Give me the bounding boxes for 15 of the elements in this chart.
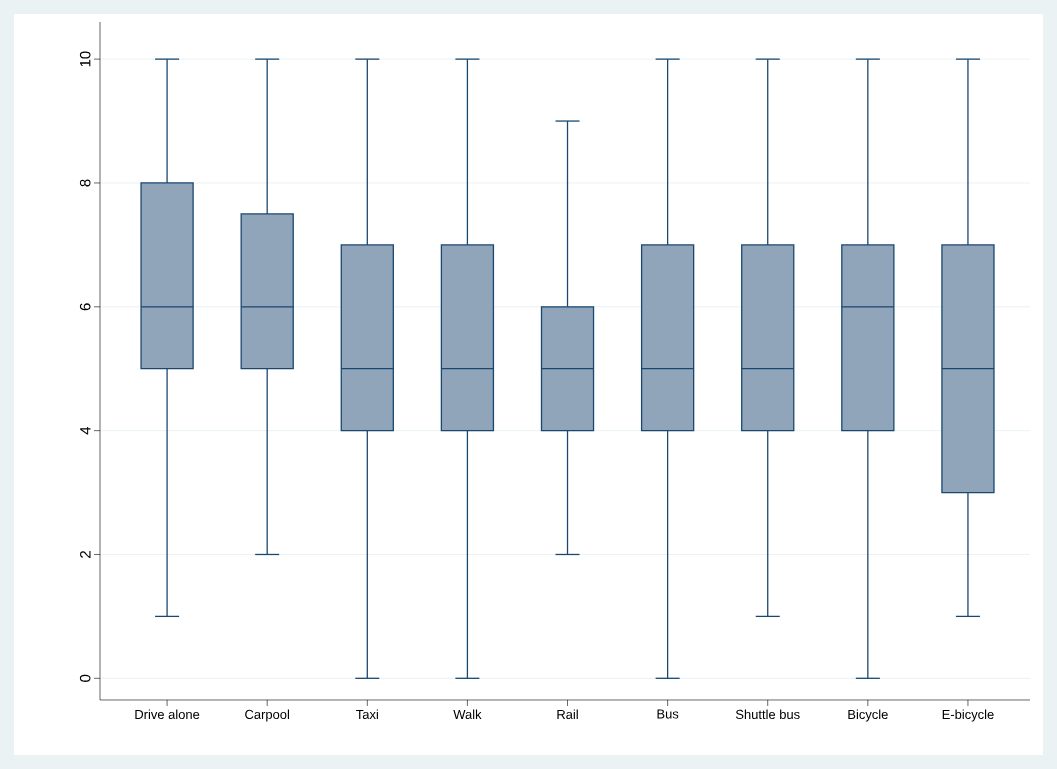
- y-tick-label: 6: [79, 303, 91, 311]
- x-tick-label: Drive alone: [135, 709, 200, 720]
- x-tick-label: Carpool: [245, 709, 289, 722]
- x-tick-label: Taxi: [356, 709, 378, 720]
- x-tick-label: Bus: [657, 709, 679, 719]
- y-tick-label: 2: [80, 551, 91, 558]
- x-tick-label: Walk: [453, 709, 482, 720]
- x-tick-label: Shuttle bus: [735, 709, 800, 720]
- x-tick-label: Bicycle: [848, 709, 888, 722]
- x-tick-label: Rail: [557, 709, 578, 720]
- y-tick-label: 8: [79, 179, 91, 187]
- y-tick-label: 0: [79, 674, 91, 682]
- x-tick-label: E-bicycle: [942, 709, 994, 722]
- y-tick-label: 4: [80, 426, 91, 435]
- y-tick-label: 10: [79, 51, 91, 67]
